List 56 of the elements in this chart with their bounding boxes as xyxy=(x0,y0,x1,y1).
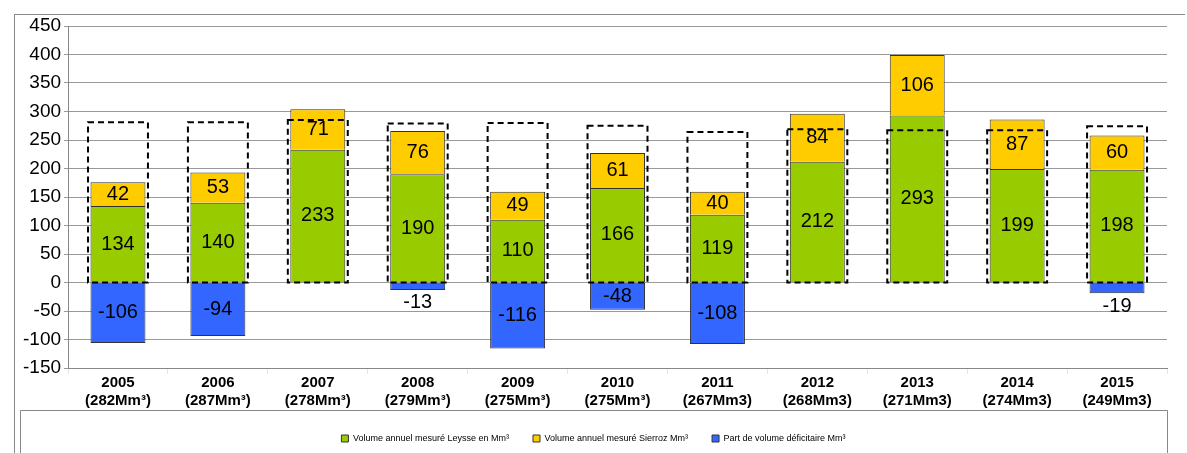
x-tick-label: 2013 (271Mm3) xyxy=(882,373,952,409)
data-label: -19 xyxy=(1102,293,1132,316)
y-tick-label: 0 xyxy=(50,270,62,292)
data-label: 190 xyxy=(401,215,435,238)
data-label: 140 xyxy=(201,229,235,252)
x-tick-label: 2015 (249Mm3) xyxy=(1082,373,1152,409)
x-tick-label: 2014 (274Mm3) xyxy=(982,373,1052,409)
data-label: -94 xyxy=(203,297,233,320)
data-label: 166 xyxy=(600,222,635,245)
x-tick-label: 2010 (275Mm³) xyxy=(584,373,651,409)
data-label: 53 xyxy=(206,175,230,198)
x-tick-label: 2007 (278Mm³) xyxy=(284,373,351,409)
data-label: 119 xyxy=(701,235,734,258)
legend-label: Volume annuel mesuré Leysse en Mm³ xyxy=(352,432,509,443)
y-tick-label: 350 xyxy=(29,71,62,93)
y-tick-label: -150 xyxy=(23,356,62,378)
y-tick-label: 200 xyxy=(29,156,62,178)
data-label: 76 xyxy=(406,140,429,163)
data-label: 40 xyxy=(706,190,729,213)
legend-label: Volume annuel mesuré Sierroz Mm³ xyxy=(544,432,689,443)
data-label: 110 xyxy=(501,238,534,261)
data-label: -48 xyxy=(603,283,632,306)
y-tick-label: 450 xyxy=(29,14,62,36)
data-label: 61 xyxy=(606,158,629,181)
data-label: 198 xyxy=(1100,213,1134,236)
data-label: 60 xyxy=(1105,140,1129,163)
data-label: 71 xyxy=(306,116,329,139)
data-label: 87 xyxy=(1006,131,1029,154)
x-tick-label: 2006 (287Mm³) xyxy=(184,373,251,409)
x-tick-label: 2009 (275Mm³) xyxy=(484,373,551,409)
y-tick-label: 50 xyxy=(39,242,62,264)
x-tick-label: 2005 (282Mm³) xyxy=(85,373,151,409)
y-tick-label: -50 xyxy=(33,299,62,321)
y-tick-label: 100 xyxy=(29,213,62,235)
y-tick-label: 150 xyxy=(29,185,62,207)
data-label: -116 xyxy=(498,303,537,326)
y-tick-label: 300 xyxy=(29,99,62,121)
data-label: 212 xyxy=(800,209,835,232)
data-label: 42 xyxy=(106,181,130,204)
data-label: 106 xyxy=(900,72,934,95)
data-label: 199 xyxy=(1000,213,1034,236)
data-label: 49 xyxy=(506,193,529,216)
data-label: 84 xyxy=(806,125,829,148)
x-tick-label: 2012 (268Mm3) xyxy=(782,373,852,409)
data-label: -13 xyxy=(403,290,433,313)
y-tick-label: 250 xyxy=(29,128,62,150)
x-tick-label: 2011 (267Mm3) xyxy=(682,373,753,409)
data-label: -108 xyxy=(697,301,738,324)
y-tick-label: -100 xyxy=(23,327,62,349)
y-tick-label: 400 xyxy=(29,42,62,64)
data-label: 233 xyxy=(301,203,335,226)
data-label: 134 xyxy=(101,231,135,254)
x-tick-label: 2008 (279Mm³) xyxy=(384,373,451,409)
legend-label: Part de volume déficitaire Mm³ xyxy=(723,432,846,443)
data-label: -106 xyxy=(97,300,138,323)
data-label: 293 xyxy=(900,186,934,209)
